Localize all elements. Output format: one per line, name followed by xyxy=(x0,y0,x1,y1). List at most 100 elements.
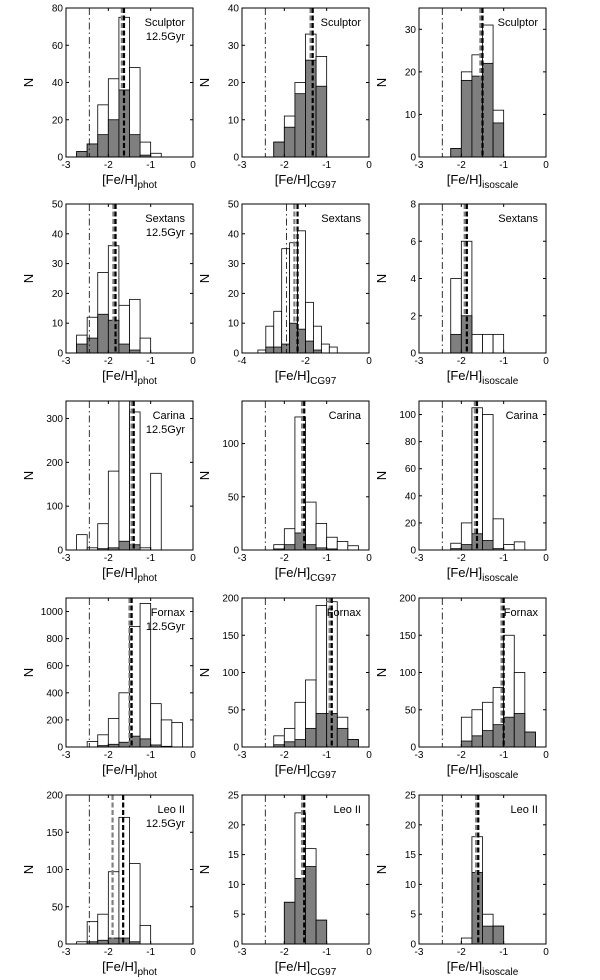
x-axis-label-subscript: phot xyxy=(137,770,157,781)
y-tick-label: 50 xyxy=(52,902,64,913)
y-tick-label: 0 xyxy=(410,940,416,951)
galaxy-label: Leo II xyxy=(333,804,361,816)
x-tick-label: -1 xyxy=(146,553,155,564)
axes-frame xyxy=(65,400,194,551)
galaxy-label: Leo II xyxy=(157,804,185,816)
x-axis-label-base: [Fe/H] xyxy=(447,368,482,383)
y-tick-label: 25 xyxy=(228,791,240,802)
filled-bar xyxy=(305,544,317,551)
x-axis-label: [Fe/H]phot xyxy=(102,762,157,781)
filled-bar xyxy=(76,343,88,354)
y-axis-label: N xyxy=(374,78,389,87)
filled-bar xyxy=(482,730,494,748)
y-axis-label: N xyxy=(374,274,389,283)
y-tick-label: 50 xyxy=(228,492,240,503)
y-tick-label: 100 xyxy=(46,502,63,513)
y-axis-label: N xyxy=(21,471,36,480)
open-bar xyxy=(336,541,349,551)
x-tick-label: -2 xyxy=(104,750,113,761)
histogram-panel: -3 -2 -1 0 0 5 10 15 20 25 N [Fe/H]CG97 Leo II xyxy=(197,791,372,979)
galaxy-label: Fornax xyxy=(504,607,539,619)
x-axis-label: [Fe/H]isoscale xyxy=(447,762,519,781)
filled-bar xyxy=(118,741,130,748)
open-bar xyxy=(97,913,109,945)
x-tick-label: 0 xyxy=(366,947,372,958)
filled-bar xyxy=(129,134,141,158)
histogram-panel: -3 -2 -1 0 0 50 100 N [Fe/H]CG97 Carina xyxy=(197,400,372,584)
x-tick-label: -2 xyxy=(457,750,466,761)
y-tick-label: 10 xyxy=(228,319,240,330)
y-tick-label: 30 xyxy=(52,259,64,270)
x-tick-label: 0 xyxy=(190,160,196,171)
y-tick-label: 20 xyxy=(52,115,64,126)
x-axis-label-base: [Fe/H] xyxy=(275,959,310,974)
x-tick-label: -1 xyxy=(322,750,331,761)
y-tick-label: 10 xyxy=(228,115,240,126)
filled-bar xyxy=(471,735,483,748)
filled-bar xyxy=(513,713,526,748)
galaxy-label: Fornax xyxy=(151,607,186,619)
galaxy-label: Sextans xyxy=(321,213,361,225)
x-axis-label-subscript: CG97 xyxy=(310,770,337,781)
filled-bar xyxy=(76,151,88,158)
y-tick-label: 10 xyxy=(405,880,417,891)
y-tick-label: 15 xyxy=(405,850,417,861)
filled-bar xyxy=(305,340,314,354)
x-axis-label-subscript: phot xyxy=(137,180,157,191)
filled-bar xyxy=(118,540,130,551)
x-tick-label: -1 xyxy=(322,553,331,564)
open-bar xyxy=(326,536,338,551)
y-tick-label: 40 xyxy=(228,4,240,15)
y-tick-label: 0 xyxy=(233,153,239,164)
y-tick-label: 400 xyxy=(46,688,63,699)
y-tick-label: 20 xyxy=(405,820,417,831)
open-bar xyxy=(482,333,494,354)
filled-bar xyxy=(283,544,296,551)
y-tick-label: 25 xyxy=(405,791,417,802)
x-tick-label: -2 xyxy=(104,356,113,367)
y-tick-label: 30 xyxy=(228,41,240,52)
y-tick-label: 40 xyxy=(405,491,417,502)
open-bar xyxy=(118,400,130,551)
histogram-panel: -4 -2 0 0 10 20 30 40 50 N [Fe/H]CG97 Sextans xyxy=(197,200,372,388)
x-axis-label: [Fe/H]isoscale xyxy=(447,368,519,387)
open-bar xyxy=(492,333,505,354)
x-axis-label: [Fe/H]phot xyxy=(102,565,157,584)
x-axis-label-base: [Fe/H] xyxy=(275,368,310,383)
x-tick-label: 0 xyxy=(190,750,196,761)
axes-frame xyxy=(418,7,547,158)
histogram-panel: -3 -2 -1 0 0 50 100 150 200 N [Fe/H]isoscale Fornax xyxy=(374,594,549,782)
x-tick-label: 0 xyxy=(366,160,372,171)
filled-bar xyxy=(281,343,291,354)
x-axis-label: [Fe/H]CG97 xyxy=(275,762,337,781)
x-axis-label-base: [Fe/H] xyxy=(102,565,137,580)
y-tick-label: 150 xyxy=(399,631,416,642)
histogram-panel: -3 -2 -1 0 0 20 40 60 80 100 N [Fe/H]isoscale Carina xyxy=(374,400,549,584)
y-tick-label: 30 xyxy=(228,259,240,270)
filled-bar xyxy=(524,731,536,748)
x-tick-label: -3 xyxy=(415,160,424,171)
x-axis-label-subscript: CG97 xyxy=(310,967,337,978)
y-tick-label: 0 xyxy=(233,349,239,360)
x-axis-label-subscript: phot xyxy=(137,967,157,978)
x-tick-label: 0 xyxy=(190,553,196,564)
x-tick-label: -3 xyxy=(238,160,247,171)
x-axis-label-base: [Fe/H] xyxy=(447,172,482,187)
x-axis-label-base: [Fe/H] xyxy=(447,565,482,580)
y-tick-label: 100 xyxy=(399,410,416,421)
histogram-panel: -3 -2 -1 0 0 50 100 150 200 N [Fe/H]CG97 Fornax xyxy=(197,594,372,782)
y-axis-label: N xyxy=(374,471,389,480)
galaxy-label: Carina xyxy=(329,410,362,422)
x-tick-label: -3 xyxy=(62,160,71,171)
x-tick-label: 0 xyxy=(190,947,196,958)
x-tick-label: -2 xyxy=(104,553,113,564)
y-tick-label: 20 xyxy=(405,518,417,529)
y-tick-label: 1000 xyxy=(41,607,64,618)
y-tick-label: 80 xyxy=(52,4,64,15)
filled-bar xyxy=(482,62,494,158)
histogram-panel: -3 -2 -1 0 0 10 20 30 40 N [Fe/H]CG97 Sculptor xyxy=(197,4,372,192)
axes-frame xyxy=(241,794,370,945)
y-tick-label: 20 xyxy=(228,820,240,831)
y-tick-label: 4 xyxy=(410,274,416,285)
x-tick-label: -1 xyxy=(499,750,508,761)
